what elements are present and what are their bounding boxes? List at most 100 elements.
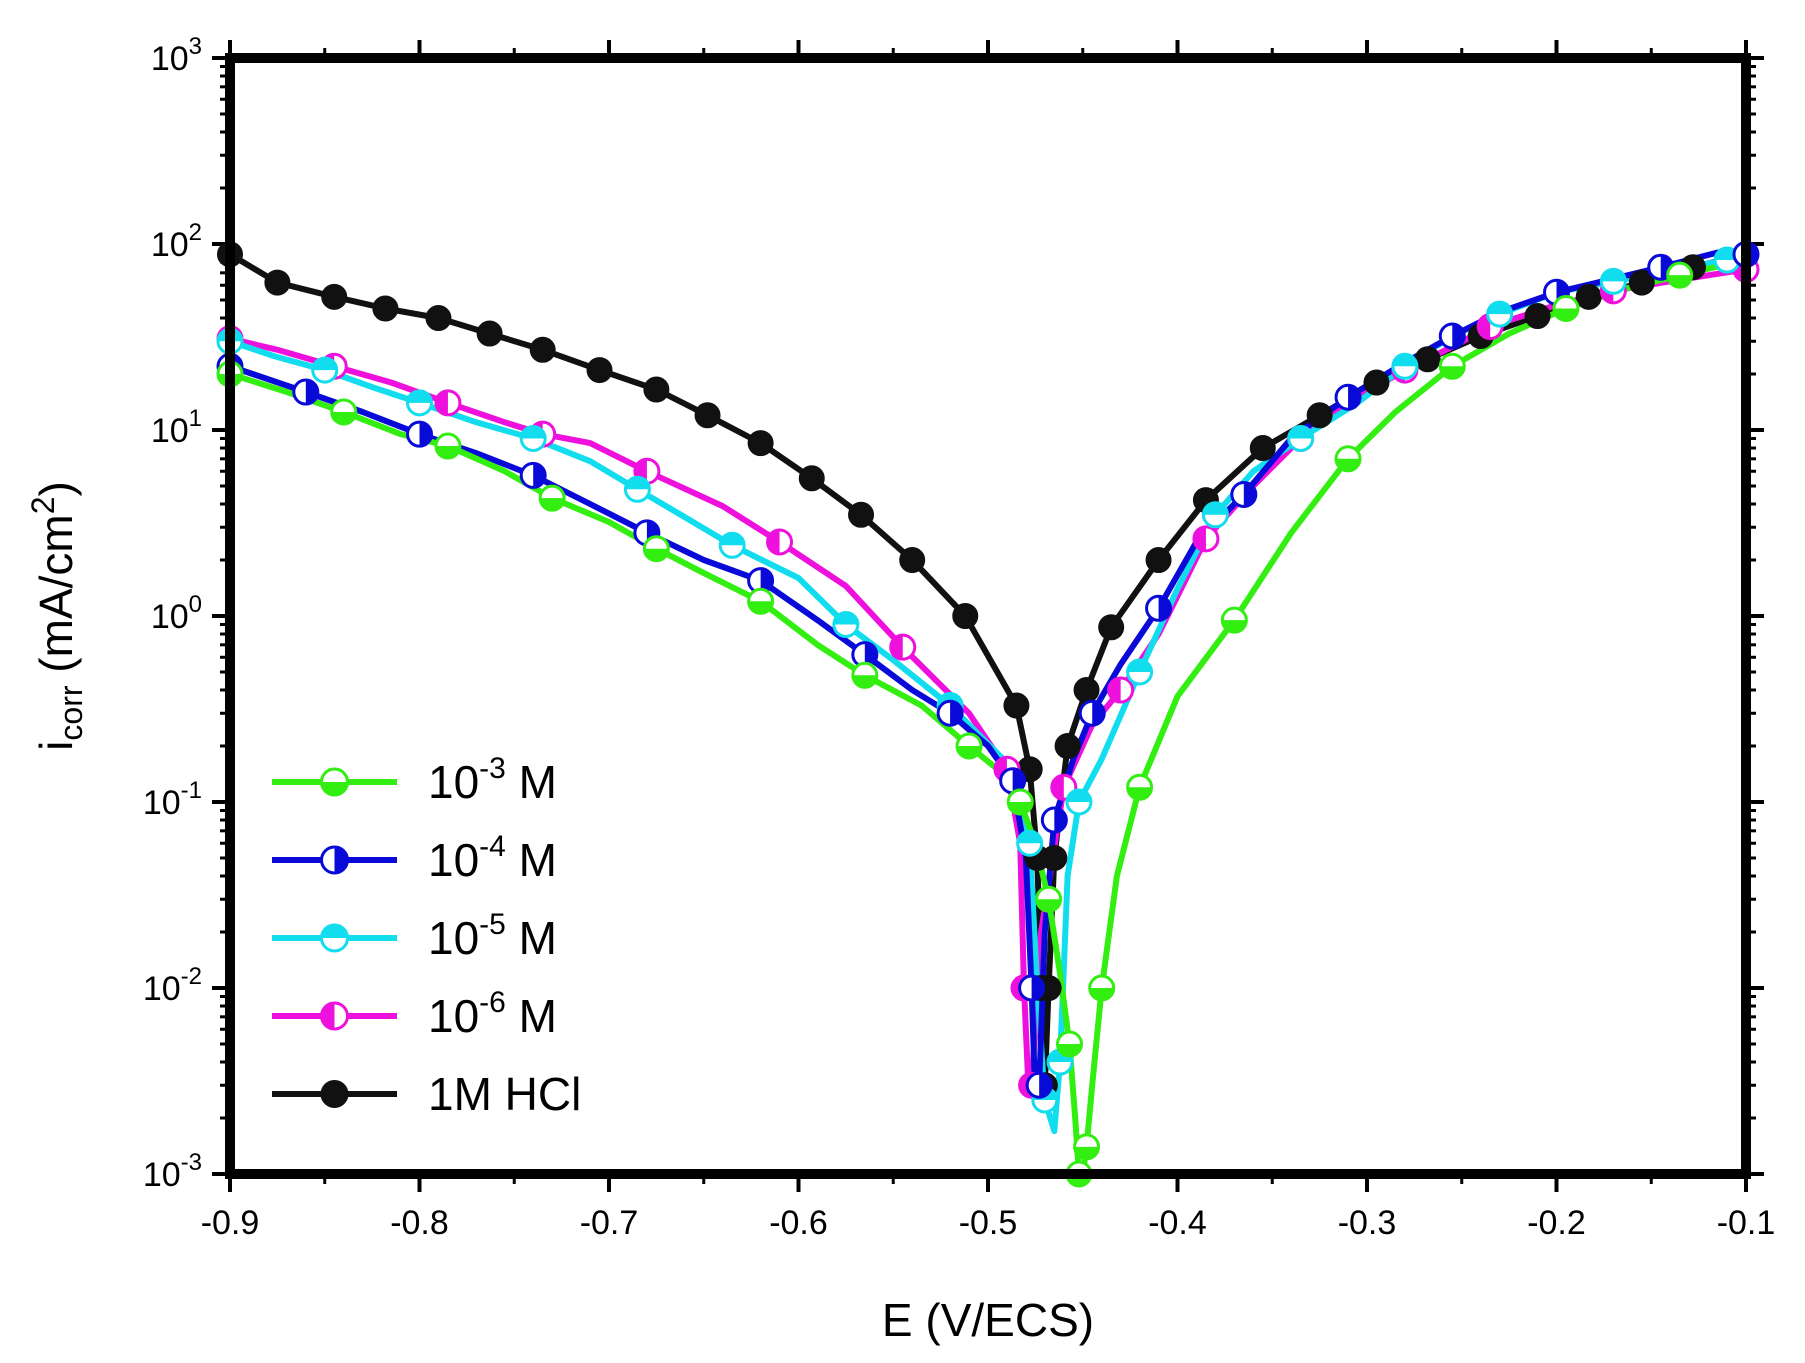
y-tick-base: 10 xyxy=(151,412,189,450)
y-tick-base: 10 xyxy=(143,1156,181,1194)
x-tick-label: -0.2 xyxy=(1527,1204,1586,1242)
x-tick-label: -0.7 xyxy=(580,1204,639,1242)
legend-marker xyxy=(320,767,349,797)
data-point xyxy=(848,501,875,528)
data-point xyxy=(264,269,291,296)
data-point xyxy=(747,587,775,615)
y-tick-base: 10 xyxy=(143,970,181,1008)
data-point xyxy=(643,376,670,403)
legend-label: 10-4 M xyxy=(428,830,557,886)
data-point xyxy=(1098,614,1125,641)
x-axis-title: E (V/ECS) xyxy=(882,1294,1094,1346)
data-point xyxy=(434,389,462,417)
y-tick-exp: 3 xyxy=(189,33,202,60)
data-point xyxy=(1524,303,1551,330)
data-point xyxy=(1018,974,1046,1002)
legend: 10-3 M10-4 M10-5 M10-6 M1M HCl xyxy=(272,752,581,1120)
data-point xyxy=(406,420,433,448)
data-point xyxy=(1126,658,1154,686)
data-point xyxy=(1035,885,1063,913)
data-point xyxy=(1041,844,1068,871)
data-point xyxy=(1145,547,1172,574)
data-point xyxy=(1334,445,1362,473)
y-tick-base: 10 xyxy=(151,40,189,78)
data-point xyxy=(1025,1071,1053,1099)
y-tick-exp: -1 xyxy=(181,777,202,804)
y-axis-title: icorr (mA/cm2) xyxy=(25,481,89,751)
data-point xyxy=(372,295,399,322)
legend-label: 10-6 M xyxy=(428,986,557,1042)
data-point xyxy=(330,398,358,426)
data-point xyxy=(694,402,721,429)
y-tick-label: 102 xyxy=(151,219,202,264)
legend-label-unit: M xyxy=(506,912,557,964)
legend-label-base: 1M HCl xyxy=(428,1068,581,1120)
data-point xyxy=(1088,974,1116,1002)
data-point xyxy=(1040,806,1068,834)
data-point xyxy=(1438,322,1466,350)
legend-entry: 1M HCl xyxy=(272,1068,581,1120)
data-point xyxy=(519,461,547,489)
data-point xyxy=(1287,425,1315,453)
data-point xyxy=(311,356,339,384)
data-point xyxy=(425,305,452,332)
y-tick-base: 10 xyxy=(143,784,181,822)
plot-frame xyxy=(225,53,1751,1179)
legend-label: 1M HCl xyxy=(428,1068,581,1120)
y-tick-exp: 0 xyxy=(189,591,202,618)
data-point xyxy=(1055,1030,1083,1058)
y-tick-exp: -3 xyxy=(181,1149,202,1176)
data-point xyxy=(747,430,774,457)
data-point xyxy=(1414,346,1441,373)
data-point xyxy=(292,378,320,406)
data-point xyxy=(832,611,860,639)
data-point xyxy=(623,475,651,503)
y-tick-label: 10-3 xyxy=(143,1149,202,1194)
data-point xyxy=(936,699,964,727)
legend-entry: 10-6 M xyxy=(272,986,557,1042)
data-point xyxy=(1201,501,1229,529)
data-point xyxy=(1016,829,1044,857)
x-tick-label: -0.3 xyxy=(1338,1204,1397,1242)
data-point xyxy=(1666,261,1694,289)
data-point xyxy=(889,633,917,661)
data-point xyxy=(798,465,825,492)
x-tick-label: -0.4 xyxy=(1148,1204,1207,1242)
legend-label-exp: -4 xyxy=(479,830,506,863)
x-tick-label: -0.9 xyxy=(201,1204,260,1242)
y-axis-title-sub: corr xyxy=(53,685,89,740)
y-axis-title-sup: 2 xyxy=(25,496,61,514)
legend-marker xyxy=(320,1001,349,1031)
y-tick-label: 101 xyxy=(151,405,202,450)
data-point xyxy=(1628,269,1655,296)
legend-marker xyxy=(320,1080,349,1108)
data-point xyxy=(1306,402,1333,429)
legend-label: 10-5 M xyxy=(428,908,557,964)
series-line xyxy=(230,249,1746,1103)
x-tick-label: -0.1 xyxy=(1717,1204,1776,1242)
data-point xyxy=(999,767,1027,795)
markers-layer xyxy=(216,240,1760,1188)
legend-label-unit: M xyxy=(506,834,557,886)
data-point xyxy=(1363,369,1390,396)
legend-label-base: 10 xyxy=(428,912,479,964)
y-tick-label: 10-2 xyxy=(143,963,202,1008)
data-point xyxy=(718,531,746,559)
x-tick-label: -0.8 xyxy=(390,1204,449,1242)
legend-marker xyxy=(320,845,349,875)
y-axis-title-main: i xyxy=(30,741,82,751)
data-point xyxy=(1006,788,1034,816)
data-point xyxy=(1391,352,1419,380)
legend-label-base: 10 xyxy=(428,990,479,1042)
data-point xyxy=(1486,300,1514,328)
data-point xyxy=(476,320,503,347)
legend-label-exp: -3 xyxy=(479,752,506,785)
legend-entry: 10-4 M xyxy=(272,830,557,886)
data-point xyxy=(1220,606,1248,634)
data-point xyxy=(538,484,566,512)
y-tick-base: 10 xyxy=(151,226,189,264)
data-point xyxy=(851,641,879,669)
legend-label: 10-3 M xyxy=(428,752,557,808)
legend-label-unit: M xyxy=(506,990,557,1042)
data-point xyxy=(1438,352,1466,380)
